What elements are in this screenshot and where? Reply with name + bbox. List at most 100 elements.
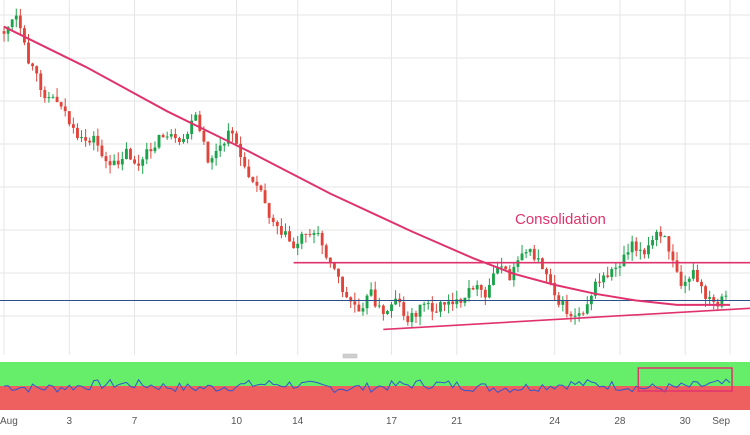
candle-body: [112, 160, 116, 166]
candle-body: [218, 145, 222, 151]
candle-body: [492, 273, 495, 286]
candle-body: [626, 252, 630, 255]
candle-body: [614, 267, 618, 270]
candle-body: [467, 288, 471, 298]
candle-body: [304, 233, 308, 235]
candle-body: [439, 302, 442, 312]
candle-body: [581, 313, 585, 315]
candle-body: [500, 266, 504, 268]
candle-body: [675, 260, 679, 272]
candle-body: [406, 315, 410, 323]
candle-body: [634, 241, 638, 251]
candle-body: [459, 299, 463, 303]
x-tick-label: 17: [386, 416, 398, 427]
candle-body: [263, 190, 267, 204]
candle-body: [561, 300, 565, 305]
panel-resize-handle[interactable]: [342, 353, 358, 359]
candle-body: [365, 295, 369, 309]
candle-body: [169, 134, 173, 137]
candle-body: [88, 140, 92, 143]
candle-body: [618, 266, 622, 268]
candle-body: [76, 127, 79, 139]
candle-body: [426, 303, 430, 305]
candle-body: [483, 289, 487, 298]
main-plot: [0, 8, 750, 331]
candle-body: [606, 275, 610, 277]
candle-body: [361, 308, 365, 312]
candle-body: [585, 304, 589, 314]
candle-body: [96, 135, 100, 146]
oscillator-panel: [0, 362, 750, 410]
candle-body: [129, 148, 132, 160]
candle-body: [504, 266, 508, 270]
candle-body: [259, 185, 263, 191]
candle-body: [594, 281, 597, 296]
candle-body: [190, 120, 194, 134]
candle-body: [455, 299, 459, 305]
candle-body: [31, 63, 35, 67]
candle-body: [671, 251, 675, 261]
candle-body: [292, 241, 296, 249]
candle-body: [451, 301, 455, 305]
candle-body: [275, 221, 279, 227]
candle-body: [137, 163, 141, 166]
oscillator-highlight-box: [637, 367, 733, 392]
candle-body: [100, 145, 104, 157]
candle-body: [145, 149, 149, 160]
candle-body: [84, 137, 88, 141]
x-tick-label: 10: [231, 416, 243, 427]
candle-body: [410, 312, 414, 323]
candle-body: [569, 314, 573, 317]
candle-body: [35, 66, 39, 74]
candle-body: [39, 73, 43, 90]
candle-body: [724, 295, 728, 297]
candle-body: [133, 159, 136, 164]
candle-body: [235, 133, 238, 144]
candle-body: [418, 304, 422, 317]
candle-body: [622, 254, 626, 267]
candle-body: [667, 236, 671, 252]
candle-body: [390, 304, 393, 312]
candle-body: [255, 181, 259, 186]
candle-body: [471, 288, 475, 290]
candle-body: [267, 203, 271, 218]
candle-body: [328, 257, 332, 264]
x-tick-label: 7: [132, 416, 138, 427]
candle-body: [487, 285, 491, 298]
candle-body: [59, 102, 63, 107]
candle-body: [341, 276, 344, 293]
x-tick-label: 30: [680, 416, 692, 427]
candle-body: [520, 253, 524, 261]
candle-body: [651, 240, 654, 246]
candle-body: [10, 19, 14, 28]
candle-body: [6, 27, 10, 34]
candle-body: [202, 130, 206, 142]
candle-body: [108, 161, 112, 166]
candle-body: [320, 232, 324, 246]
candle-body: [80, 137, 83, 139]
candle-body: [573, 315, 577, 317]
candle-body: [288, 231, 291, 242]
candle-body: [430, 303, 434, 312]
candle-body: [153, 147, 157, 152]
candle-body: [602, 275, 606, 283]
x-tick-label: Aug: [0, 416, 18, 427]
consolidation-annotation: Consolidation: [515, 211, 606, 228]
oscillator-line: [3, 378, 731, 394]
candle-body: [116, 160, 120, 165]
candle-body: [381, 305, 385, 314]
candle-body: [598, 281, 601, 283]
candle-body: [337, 268, 340, 277]
candle-body: [251, 176, 255, 182]
candle-body: [638, 249, 642, 251]
candle-body: [165, 136, 169, 138]
candle-body: [157, 134, 161, 148]
candle-body: [43, 89, 47, 99]
candle-body: [691, 269, 695, 279]
candle-body: [496, 267, 499, 274]
candle-body: [443, 302, 446, 305]
x-tick-label: 3: [67, 416, 73, 427]
candle-body: [214, 150, 218, 159]
